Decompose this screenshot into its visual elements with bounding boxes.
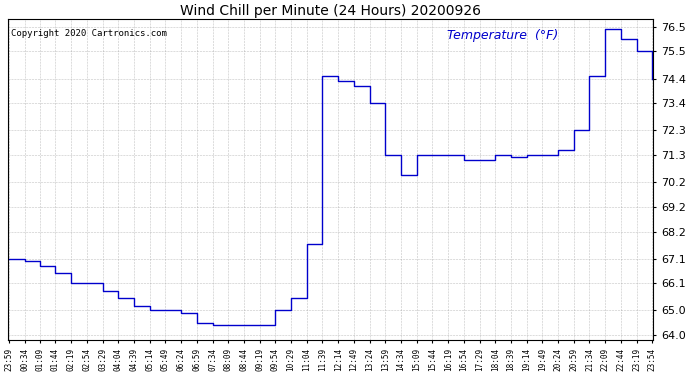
Text: Copyright 2020 Cartronics.com: Copyright 2020 Cartronics.com: [11, 29, 167, 38]
Title: Wind Chill per Minute (24 Hours) 20200926: Wind Chill per Minute (24 Hours) 2020092…: [180, 4, 481, 18]
Text: Temperature  (°F): Temperature (°F): [446, 29, 558, 42]
